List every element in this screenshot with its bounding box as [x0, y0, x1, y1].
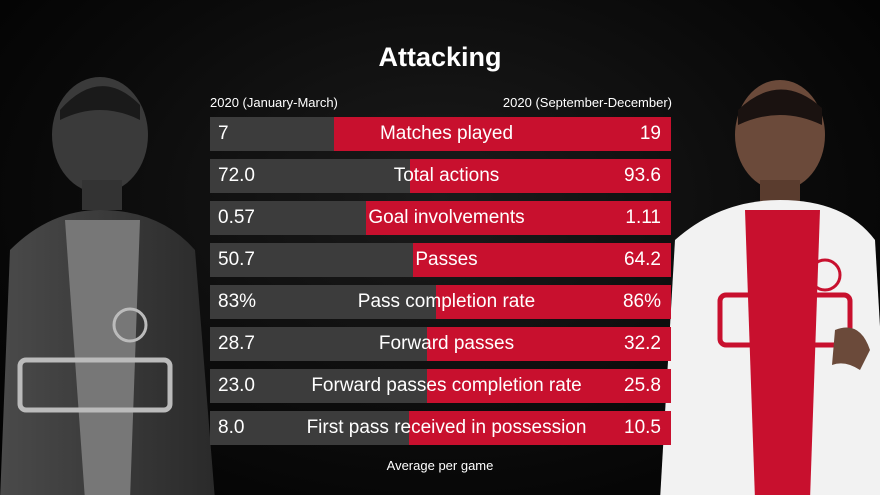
- category-label-wrap: Forward passes completion rate: [210, 369, 671, 403]
- footer-note: Average per game: [386, 458, 494, 473]
- bar-row: 72.0 93.6 Total actions: [210, 159, 671, 193]
- bar-row: 50.7 64.2 Passes: [210, 243, 671, 277]
- bar-row: 23.0 25.8 Forward passes completion rate: [210, 369, 671, 403]
- left-value-label: 0.57: [218, 207, 255, 228]
- right-bar: [427, 327, 671, 361]
- bar-row: 8.0 10.5 First pass received in possession: [210, 411, 671, 445]
- right-bar: [436, 285, 671, 319]
- right-bar: [409, 411, 671, 445]
- left-player-photo: [0, 77, 215, 495]
- left-value-label: 28.7: [218, 333, 255, 354]
- category-label-wrap: First pass received in possession: [210, 411, 671, 445]
- left-value-label: 50.7: [218, 249, 255, 270]
- left-bar: [210, 411, 409, 445]
- category-label: Matches played: [379, 123, 514, 144]
- left-bar: [210, 285, 436, 319]
- category-label-wrap: Goal involvements: [210, 201, 671, 235]
- left-value-label: 72.0: [218, 165, 255, 186]
- category-label-wrap: Forward passes: [210, 327, 671, 361]
- category-label: Pass completion rate: [357, 291, 536, 312]
- bar-row: 83% 86% Pass completion rate: [210, 285, 671, 319]
- left-period-label: 2020 (January-March): [210, 95, 338, 110]
- left-value-label: 7: [218, 123, 229, 144]
- right-value-label: 93.6: [624, 165, 661, 186]
- right-bar: [413, 243, 671, 277]
- category-label: Goal involvements: [368, 207, 525, 228]
- left-bar: [210, 327, 427, 361]
- bar-row: 28.7 32.2 Forward passes: [210, 327, 671, 361]
- chart-title: Attacking: [378, 42, 502, 72]
- category-label-wrap: Total actions: [210, 159, 671, 193]
- category-label-wrap: Pass completion rate: [210, 285, 671, 319]
- right-value-label: 64.2: [624, 249, 661, 270]
- right-value-label: 1.11: [625, 207, 661, 228]
- category-label: First pass received in possession: [306, 417, 587, 438]
- right-value-label: 10.5: [624, 417, 661, 438]
- category-label: Forward passes completion rate: [311, 375, 582, 396]
- left-bar: [210, 159, 410, 193]
- category-label-wrap: Passes: [210, 243, 671, 277]
- right-bar: [427, 369, 671, 403]
- category-label: Passes: [415, 249, 478, 270]
- category-label: Total actions: [393, 165, 500, 186]
- left-bar: [210, 201, 366, 235]
- left-value-label: 8.0: [218, 417, 245, 438]
- bar-row: 0.57 1.11 Goal involvements: [210, 201, 671, 235]
- category-label: Forward passes: [378, 333, 515, 354]
- left-value-label: 23.0: [218, 375, 255, 396]
- left-value-label: 83%: [218, 291, 257, 312]
- right-bar: [334, 117, 671, 151]
- left-bar: [210, 243, 413, 277]
- right-value-label: 86%: [622, 291, 661, 312]
- right-player-photo: [660, 80, 880, 495]
- right-bar: [410, 159, 671, 193]
- category-label-wrap: Matches played: [210, 117, 671, 151]
- right-value-label: 32.2: [624, 333, 661, 354]
- right-period-label: 2020 (September-December): [502, 95, 672, 110]
- left-bar: [210, 117, 334, 151]
- right-bar: [366, 201, 671, 235]
- left-bar: [210, 369, 427, 403]
- right-value-label: 25.8: [624, 375, 661, 396]
- right-value-label: 19: [639, 123, 661, 144]
- bar-row: 7 19 Matches played: [210, 117, 671, 151]
